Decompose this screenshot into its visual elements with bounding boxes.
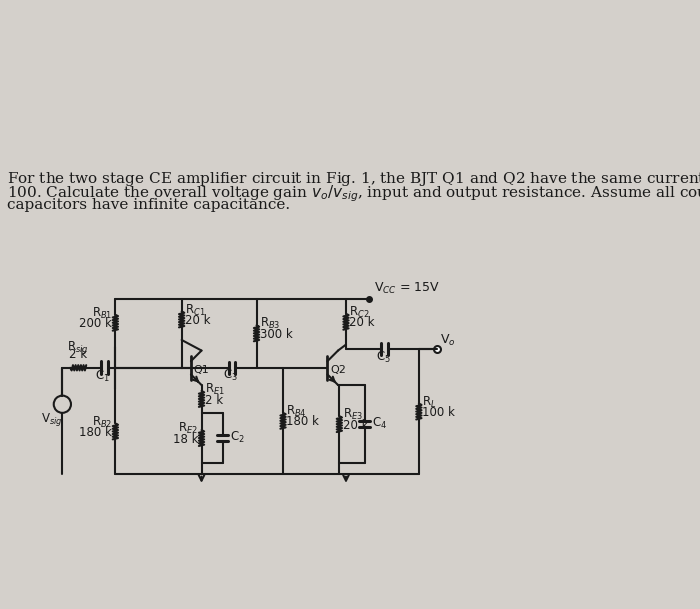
Text: R$_L$: R$_L$ [422, 395, 437, 410]
Text: 180 k: 180 k [79, 426, 112, 439]
Text: C$_1$: C$_1$ [95, 368, 110, 384]
Text: R$_{E3}$: R$_{E3}$ [343, 407, 363, 422]
Text: 180 k: 180 k [286, 415, 319, 429]
Text: Q2: Q2 [330, 365, 346, 375]
Text: V$_{CC}$ = 15V: V$_{CC}$ = 15V [374, 281, 440, 296]
Text: R$_{B3}$: R$_{B3}$ [260, 316, 280, 331]
Text: 20 k: 20 k [349, 316, 375, 329]
Text: R$_{sig}$: R$_{sig}$ [67, 339, 89, 356]
Text: R$_{C1}$: R$_{C1}$ [185, 303, 206, 317]
Text: V$_o$: V$_o$ [440, 333, 456, 348]
Text: V$_{sig}$: V$_{sig}$ [41, 410, 62, 428]
Text: R$_{B2}$: R$_{B2}$ [92, 415, 112, 429]
Text: R$_{B1}$: R$_{B1}$ [92, 306, 112, 321]
Text: 20 k: 20 k [343, 419, 368, 432]
Text: C$_5$: C$_5$ [376, 350, 391, 365]
Text: 200 k: 200 k [79, 317, 112, 330]
Text: 2 k: 2 k [69, 348, 88, 361]
Text: 20 k: 20 k [185, 314, 211, 327]
Text: 100. Calculate the overall voltage gain $v_o/v_{sig}$, input and output resistan: 100. Calculate the overall voltage gain … [7, 183, 700, 204]
Text: capacitors have infinite capacitance.: capacitors have infinite capacitance. [7, 198, 290, 212]
Text: C$_4$: C$_4$ [372, 416, 387, 431]
Text: 100 k: 100 k [422, 406, 455, 419]
Text: R$_{E2}$: R$_{E2}$ [178, 421, 198, 436]
Text: 2 k: 2 k [205, 393, 223, 407]
Text: For the two stage CE amplifier circuit in Fig. 1, the BJT Q1 and Q2 have the sam: For the two stage CE amplifier circuit i… [7, 169, 700, 188]
Text: 18 k: 18 k [173, 432, 198, 446]
Text: C$_2$: C$_2$ [230, 430, 245, 445]
Text: R$_{E1}$: R$_{E1}$ [205, 382, 225, 397]
Text: R$_{C2}$: R$_{C2}$ [349, 304, 370, 320]
Text: 300 k: 300 k [260, 328, 293, 341]
Text: Q1: Q1 [194, 365, 209, 375]
Text: R$_{B4}$: R$_{B4}$ [286, 404, 307, 419]
Text: C$_3$: C$_3$ [223, 368, 238, 383]
